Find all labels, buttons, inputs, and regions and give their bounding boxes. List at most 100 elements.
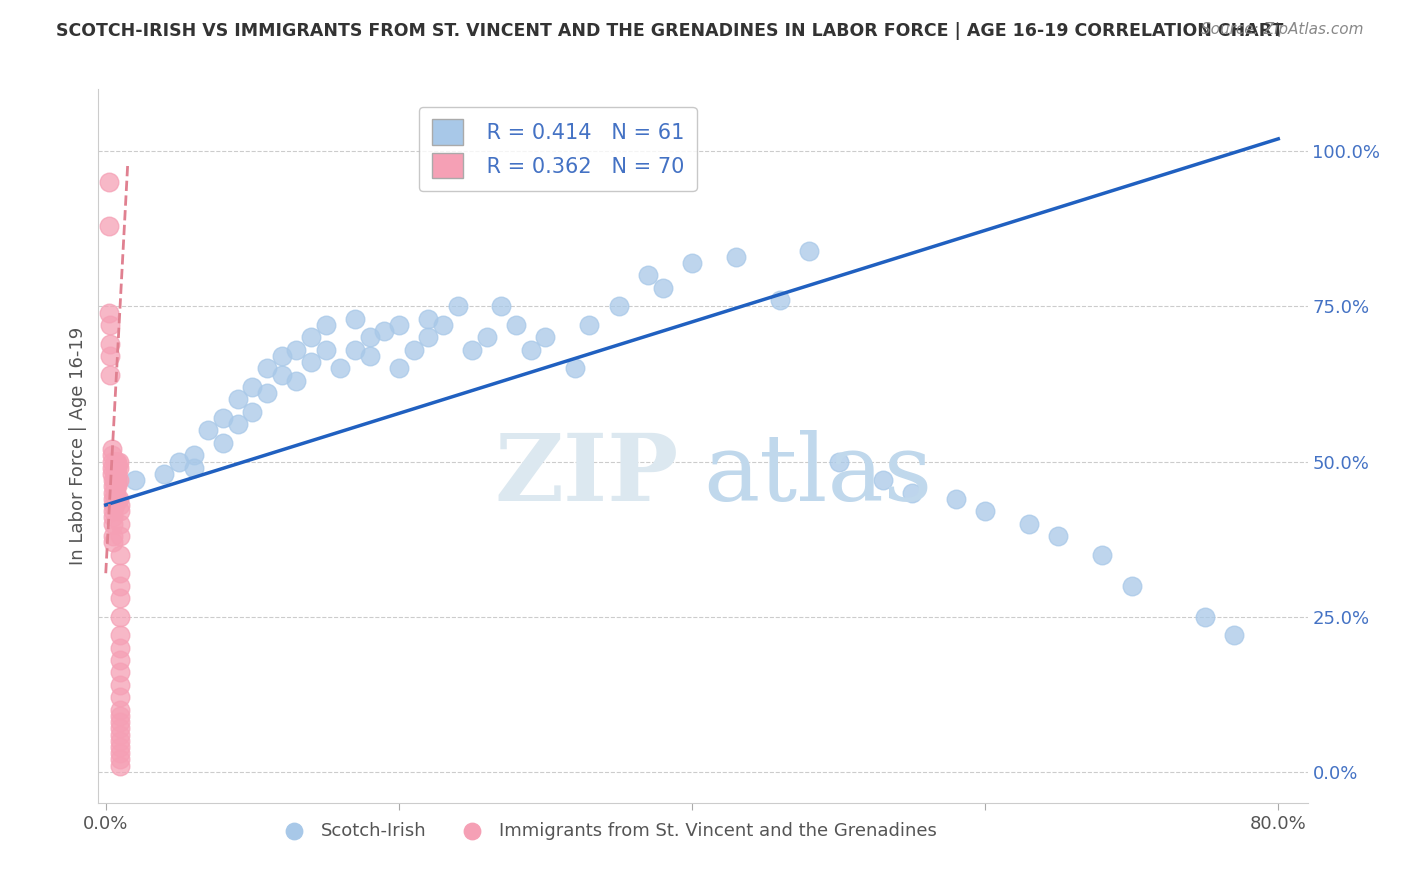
- Point: [1018, 516, 1040, 531]
- Point: [108, 473, 131, 487]
- Point: [101, 479, 124, 493]
- Point: [637, 268, 659, 283]
- Point: [101, 498, 124, 512]
- Point: [270, 349, 292, 363]
- Point: [110, 746, 132, 760]
- Point: [212, 436, 235, 450]
- Point: [226, 392, 249, 407]
- Point: [110, 498, 132, 512]
- Point: [183, 460, 205, 475]
- Point: [105, 460, 128, 475]
- Point: [110, 640, 132, 655]
- Point: [769, 293, 792, 308]
- Point: [359, 330, 381, 344]
- Point: [105, 467, 128, 481]
- Point: [101, 491, 124, 506]
- Point: [110, 504, 132, 518]
- Point: [100, 454, 122, 468]
- Point: [107, 467, 129, 481]
- Point: [103, 498, 125, 512]
- Point: [270, 368, 292, 382]
- Point: [124, 473, 146, 487]
- Point: [110, 665, 132, 680]
- Point: [212, 411, 235, 425]
- Text: ZIP: ZIP: [495, 430, 679, 519]
- Point: [651, 281, 673, 295]
- Point: [98, 368, 121, 382]
- Point: [872, 473, 894, 487]
- Point: [107, 454, 129, 468]
- Point: [945, 491, 967, 506]
- Point: [103, 473, 125, 487]
- Point: [446, 299, 468, 313]
- Point: [100, 460, 122, 475]
- Point: [240, 405, 263, 419]
- Point: [534, 330, 557, 344]
- Point: [110, 529, 132, 543]
- Point: [103, 485, 125, 500]
- Point: [110, 548, 132, 562]
- Point: [110, 566, 132, 581]
- Point: [724, 250, 747, 264]
- Point: [110, 703, 132, 717]
- Point: [110, 678, 132, 692]
- Point: [1223, 628, 1246, 642]
- Point: [107, 491, 129, 506]
- Point: [578, 318, 600, 332]
- Point: [105, 479, 128, 493]
- Point: [110, 758, 132, 772]
- Point: [110, 727, 132, 741]
- Point: [153, 467, 176, 481]
- Point: [183, 448, 205, 462]
- Point: [167, 454, 190, 468]
- Point: [110, 653, 132, 667]
- Point: [827, 454, 849, 468]
- Point: [1091, 548, 1114, 562]
- Point: [285, 374, 308, 388]
- Point: [564, 361, 586, 376]
- Point: [432, 318, 454, 332]
- Point: [1121, 579, 1143, 593]
- Point: [343, 343, 366, 357]
- Point: [101, 516, 124, 531]
- Point: [1194, 609, 1216, 624]
- Point: [901, 485, 924, 500]
- Point: [240, 380, 263, 394]
- Point: [315, 318, 337, 332]
- Point: [108, 491, 131, 506]
- Point: [101, 529, 124, 543]
- Point: [110, 628, 132, 642]
- Point: [256, 386, 278, 401]
- Point: [110, 609, 132, 624]
- Point: [285, 343, 308, 357]
- Point: [100, 442, 122, 456]
- Point: [299, 330, 322, 344]
- Point: [97, 175, 120, 189]
- Point: [98, 318, 121, 332]
- Point: [98, 349, 121, 363]
- Point: [607, 299, 630, 313]
- Point: [110, 709, 132, 723]
- Point: [105, 485, 128, 500]
- Point: [505, 318, 527, 332]
- Point: [1047, 529, 1070, 543]
- Point: [100, 448, 122, 462]
- Point: [299, 355, 322, 369]
- Point: [103, 479, 125, 493]
- Point: [491, 299, 513, 313]
- Point: [256, 361, 278, 376]
- Point: [226, 417, 249, 432]
- Point: [520, 343, 543, 357]
- Point: [107, 473, 129, 487]
- Point: [97, 219, 120, 233]
- Point: [373, 324, 395, 338]
- Point: [197, 424, 219, 438]
- Point: [105, 473, 128, 487]
- Point: [98, 336, 121, 351]
- Point: [388, 318, 411, 332]
- Y-axis label: In Labor Force | Age 16-19: In Labor Force | Age 16-19: [69, 326, 87, 566]
- Point: [329, 361, 352, 376]
- Point: [103, 460, 125, 475]
- Point: [110, 739, 132, 754]
- Point: [110, 722, 132, 736]
